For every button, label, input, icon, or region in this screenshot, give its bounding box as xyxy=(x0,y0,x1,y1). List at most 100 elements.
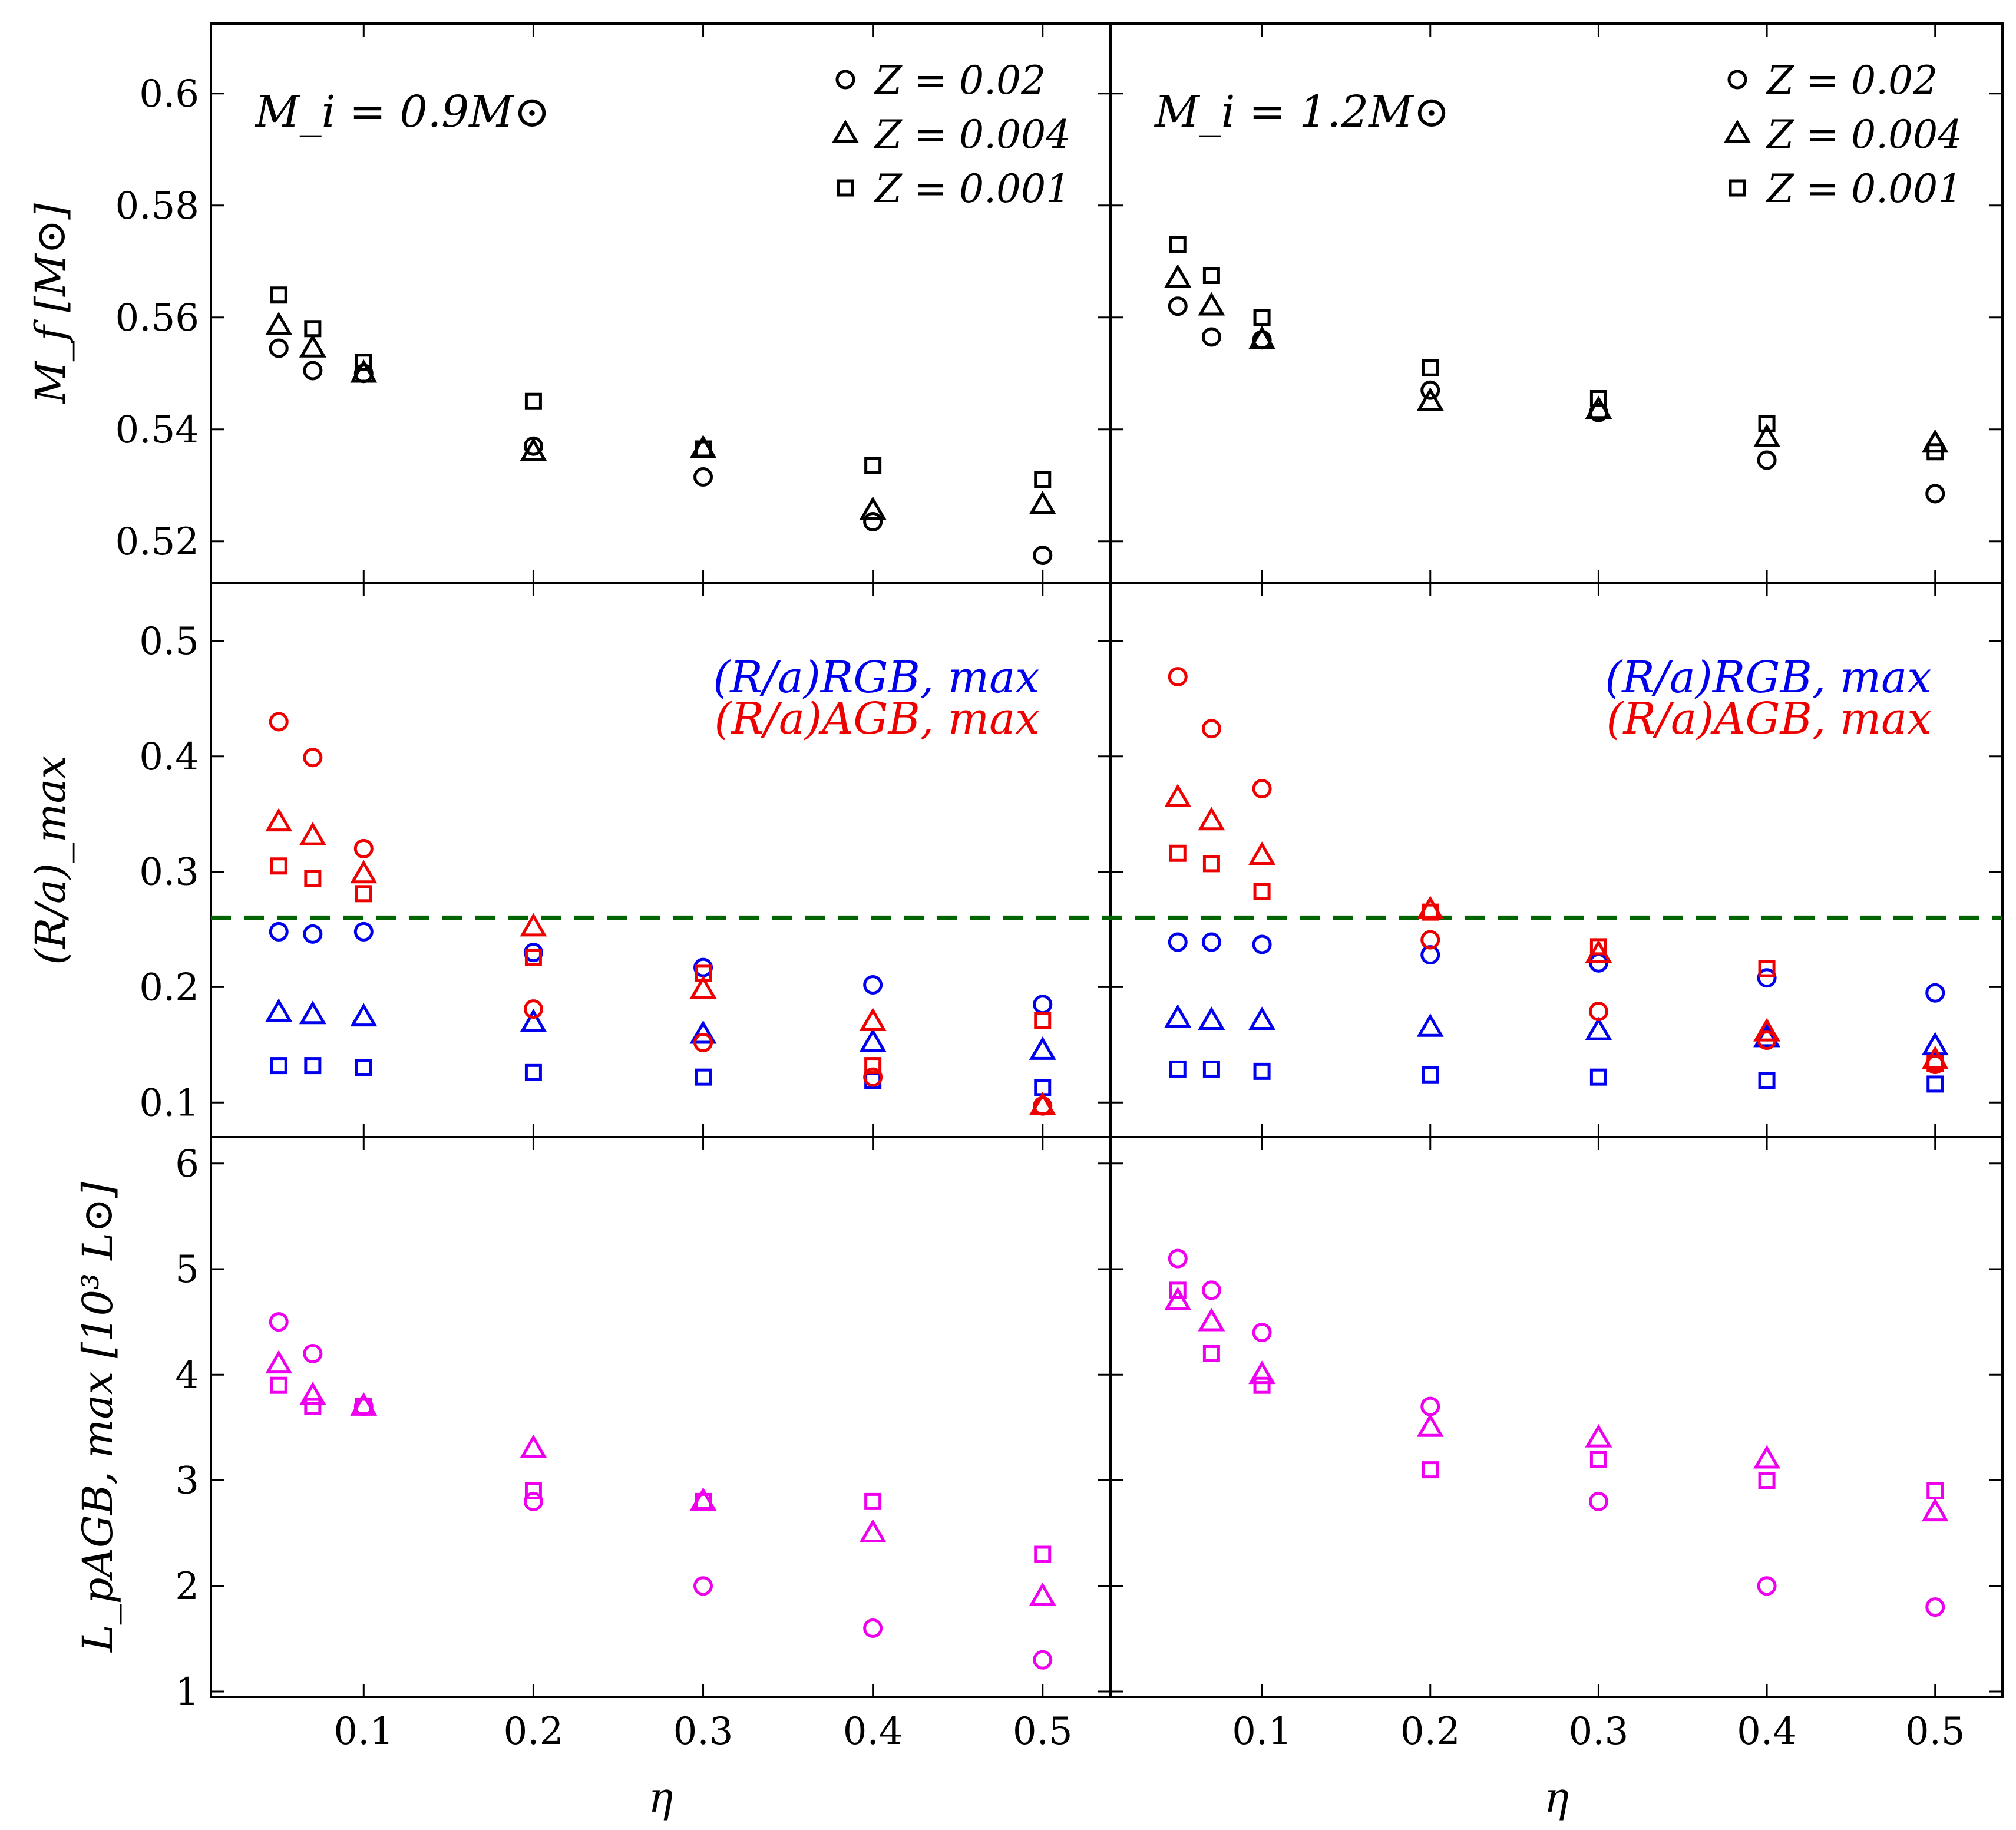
data-point xyxy=(1198,1307,1225,1332)
data-point xyxy=(689,975,717,999)
data-point xyxy=(1029,1092,1056,1115)
data-point xyxy=(1201,932,1221,952)
legend-label: Z = 0.02 xyxy=(1766,58,1938,103)
x-tick-label: 0.4 xyxy=(843,1710,903,1753)
data-point xyxy=(1757,450,1777,470)
data-point xyxy=(1169,844,1187,862)
data-point xyxy=(1168,296,1188,316)
data-point xyxy=(1921,1045,1949,1069)
data-point xyxy=(1416,1413,1444,1437)
data-point xyxy=(695,964,712,982)
data-point xyxy=(1253,309,1271,326)
data-point xyxy=(299,1000,326,1025)
y-tick-label: 0.3 xyxy=(139,851,199,894)
data-point xyxy=(1248,841,1276,865)
x-tick-label: 0.5 xyxy=(1013,1710,1073,1753)
y-tick-label: 0.58 xyxy=(115,184,200,228)
x-tick-label: 0.3 xyxy=(1569,1710,1629,1753)
y-tick-label: 4 xyxy=(175,1353,199,1397)
data-point xyxy=(299,1382,326,1405)
data-point xyxy=(1422,1066,1439,1084)
data-point xyxy=(1589,1068,1607,1086)
data-point xyxy=(1416,1013,1444,1037)
y-tick-label: 0.1 xyxy=(139,1081,199,1125)
data-point xyxy=(1585,1016,1612,1040)
data-point xyxy=(269,712,289,732)
x-axis-label: η xyxy=(1544,1773,1569,1822)
data-point xyxy=(1926,443,1944,461)
data-point xyxy=(1169,1060,1187,1078)
data-point xyxy=(303,1343,323,1363)
data-point xyxy=(859,1028,887,1052)
data-point xyxy=(270,1057,287,1075)
data-point xyxy=(1033,546,1053,565)
legend-label: (R/a)RGB, max xyxy=(1605,652,1932,703)
data-point xyxy=(1925,1597,1945,1617)
data-point xyxy=(1202,1345,1220,1362)
data-point xyxy=(265,808,293,832)
y-axis-label: L_pAGB, max [10³ L⊙] xyxy=(74,1181,122,1653)
y-tick-label: 0.52 xyxy=(115,520,200,564)
x-tick-label: 0.5 xyxy=(1905,1710,1965,1753)
data-point xyxy=(1585,939,1612,963)
x-tick-label: 0.3 xyxy=(673,1710,733,1753)
data-point xyxy=(1416,387,1444,411)
data-point xyxy=(265,998,293,1022)
data-point xyxy=(523,999,543,1019)
data-point xyxy=(1585,1423,1612,1448)
legend-label: (R/a)AGB, max xyxy=(1606,693,1932,744)
data-point xyxy=(1585,395,1612,419)
data-point xyxy=(1168,932,1188,952)
data-point xyxy=(1202,1060,1220,1078)
data-point xyxy=(520,1009,547,1032)
y-axis-label: M_f [M⊙] xyxy=(27,203,75,404)
data-point xyxy=(864,457,882,474)
data-point xyxy=(299,333,326,358)
legend-label: Z = 0.001 xyxy=(874,166,1070,212)
data-point xyxy=(304,320,322,338)
data-point xyxy=(1753,1023,1781,1048)
y-tick-label: 5 xyxy=(175,1248,199,1291)
data-point xyxy=(1248,1006,1276,1030)
data-point xyxy=(303,748,323,768)
legend-marker xyxy=(1729,179,1746,197)
data-point xyxy=(1248,325,1276,349)
panel-frame-r2-c1 xyxy=(1109,1136,2004,1698)
data-point xyxy=(1034,471,1052,488)
data-point xyxy=(1202,267,1220,284)
data-point xyxy=(355,1398,372,1415)
legend-label: Z = 0.001 xyxy=(1766,166,1962,212)
x-tick-label: 0.2 xyxy=(504,1710,564,1753)
data-point xyxy=(270,1376,287,1394)
data-point xyxy=(863,1618,883,1638)
data-point xyxy=(1589,390,1607,407)
data-point xyxy=(303,924,323,944)
data-point xyxy=(524,949,542,966)
y-tick-label: 0.2 xyxy=(139,966,199,1009)
data-point xyxy=(1198,807,1225,831)
legend-label: Z = 0.004 xyxy=(874,112,1070,157)
data-point xyxy=(1201,719,1221,739)
y-tick-label: 3 xyxy=(175,1459,199,1503)
legend-marker xyxy=(832,119,859,143)
data-point xyxy=(265,311,293,335)
data-point xyxy=(1757,968,1777,988)
data-point xyxy=(269,1312,289,1332)
data-point xyxy=(1033,995,1053,1015)
data-point xyxy=(1164,784,1192,808)
legend-label: Z = 0.02 xyxy=(874,58,1046,103)
mass-annotation: M_i = 1.2M⊙ xyxy=(1154,87,1450,137)
data-point xyxy=(1420,380,1440,400)
data-point xyxy=(859,1519,887,1542)
data-point xyxy=(1252,779,1272,799)
data-point xyxy=(1198,292,1225,316)
x-tick-label: 0.2 xyxy=(1400,1710,1460,1753)
data-point xyxy=(355,885,372,903)
data-point xyxy=(303,361,323,381)
data-point xyxy=(520,1434,547,1458)
data-point xyxy=(1253,1376,1271,1394)
mass-annotation: M_i = 0.9M⊙ xyxy=(254,87,550,137)
y-tick-label: 0.54 xyxy=(115,408,200,452)
data-point xyxy=(270,857,287,875)
